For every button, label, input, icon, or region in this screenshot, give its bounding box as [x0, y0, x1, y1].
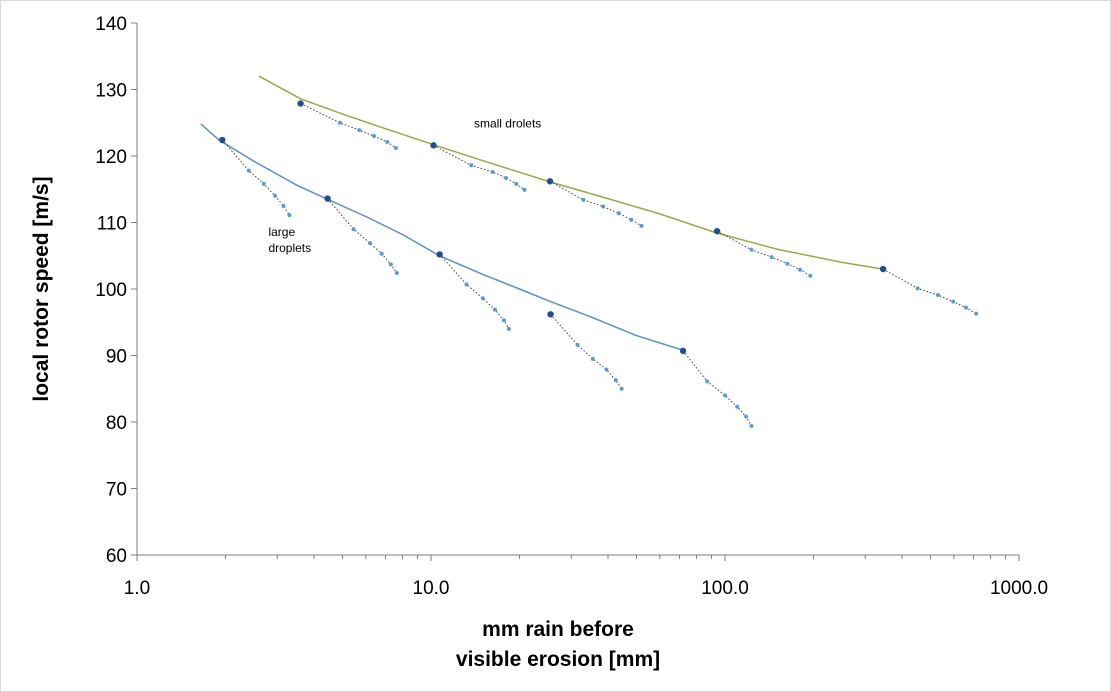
large-droplets-data-point [744, 414, 749, 419]
data-series [219, 100, 979, 428]
small-droplets-data-point [469, 163, 474, 168]
large-droplets-data-point [388, 262, 393, 267]
small-droplets-annotation: small drolets [474, 116, 541, 130]
y-tick-label: 70 [106, 480, 127, 501]
annotation-line: droplets [268, 241, 311, 255]
small-droplets-anchor-point [546, 178, 554, 185]
small-droplets-data-point [504, 175, 509, 180]
large-droplets-data-point [367, 241, 372, 246]
large-droplets-anchor-point [436, 251, 443, 258]
small-droplets-data-point [372, 134, 377, 139]
large-droplets-data-point [246, 168, 251, 173]
large-droplets-data-point [735, 404, 740, 409]
large-droplets-series-7-dotted-line [327, 198, 398, 274]
small-droplets-data-point [749, 247, 754, 252]
small-droplets-data-point [490, 169, 495, 174]
annotation-line: small drolets [474, 116, 541, 130]
x-tick-label: 100.0 [701, 578, 749, 599]
large-droplets-data-point [379, 251, 384, 256]
small-droplets-data-point [974, 311, 979, 316]
small-droplets-series-2-dotted-line [433, 144, 525, 191]
large-droplets-anchor-point [324, 195, 331, 202]
large-droplets-data-point [281, 203, 286, 208]
large-droplets-data-point [749, 423, 754, 428]
small-droplets-data-point [785, 261, 790, 266]
small-droplets-series-1-dotted-line [300, 103, 397, 149]
y-axis-title: local rotor speed [m/s] [30, 176, 53, 401]
small-droplets-data-point [808, 273, 813, 278]
large-droplets-data-point [464, 282, 469, 287]
small-droplets-data-point [639, 223, 644, 228]
large-droplets-anchor-point [547, 311, 554, 318]
large-droplets-data-point [351, 227, 356, 232]
large-droplets-anchor-point [219, 136, 226, 144]
y-tick-label: 60 [106, 546, 127, 567]
large-droplets-data-point [394, 271, 399, 276]
x-tick-label: 1.0 [124, 578, 150, 599]
chart-labels: small drolets large droplets local rotor sp… [30, 116, 660, 671]
large-droplets-anchor-point [679, 347, 687, 355]
small-droplets-data-point [915, 286, 920, 291]
large-droplets-data-point [287, 213, 292, 218]
large-droplets-series-6-dotted-line [221, 139, 290, 216]
large-droplets-data-point [575, 342, 580, 347]
large-droplets-data-point [480, 296, 485, 301]
small-droplets-data-point [951, 299, 956, 304]
large-droplets-data-point [501, 318, 506, 323]
large-droplets-data-point [723, 393, 727, 398]
small-droplets-data-point [963, 305, 968, 310]
axes: 60 70 80 90 100 110 120 130 140 1.0 10.0 100.0 1000.… [95, 14, 1048, 599]
large-droplets-data-point [619, 386, 624, 391]
y-tick-label: 140 [95, 14, 127, 35]
small-droplets-data-point [357, 128, 362, 133]
trend-curves [200, 75, 884, 352]
small-droplets-data-point [522, 187, 527, 192]
y-tick-label: 100 [95, 280, 127, 301]
y-tick-label: 80 [106, 413, 127, 434]
y-tick-label: 110 [97, 214, 127, 235]
small-droplets-data-point [601, 204, 606, 209]
small-droplets-anchor-point [713, 227, 721, 235]
small-droplets-series-3-dotted-line [549, 180, 642, 227]
small-droplets-data-point [935, 292, 940, 297]
y-tick-label: 120 [95, 147, 127, 168]
large-droplets-data-point [590, 356, 595, 361]
small-droplets-series-5-dotted-line [882, 268, 977, 315]
x-axis-title-line: mm rain before [482, 618, 634, 641]
small-droplets-series-4-dotted-line [716, 230, 811, 277]
x-tick-label: 1000.0 [990, 578, 1048, 599]
small-droplets-data-point [629, 217, 634, 222]
small-droplets-trend-curve [258, 75, 884, 270]
large-droplets-annotation: large droplets [268, 225, 311, 255]
large-droplets-trend-curve [200, 123, 686, 352]
small-droplets-data-point [798, 267, 803, 272]
small-droplets-data-point [385, 140, 390, 145]
small-droplets-data-point [514, 181, 519, 186]
x-axis-title: mm rain before visible erosion [mm] [456, 618, 660, 671]
large-droplets-data-point [604, 367, 609, 372]
small-droplets-data-point [769, 255, 774, 260]
large-droplets-data-point [261, 181, 266, 186]
small-droplets-data-point [616, 211, 621, 216]
small-droplets-data-point [337, 120, 342, 125]
annotation-line: large [268, 225, 295, 239]
small-droplets-anchor-point [430, 142, 437, 149]
large-droplets-data-point [506, 326, 511, 331]
x-tick-label: 10.0 [413, 578, 450, 599]
large-droplets-data-point [613, 378, 618, 383]
large-droplets-data-point [492, 307, 497, 312]
small-droplets-data-point [581, 197, 586, 202]
x-axis-title-line: visible erosion [mm] [456, 648, 660, 671]
y-tick-label: 130 [95, 81, 127, 102]
small-droplets-data-point [393, 146, 398, 151]
y-tick-label: 90 [106, 347, 127, 368]
large-droplets-series-8-dotted-line [439, 254, 510, 330]
large-droplets-series-10-dotted-line [682, 350, 752, 427]
small-droplets-anchor-point [879, 265, 887, 273]
small-droplets-anchor-point [297, 100, 304, 107]
large-droplets-data-point [705, 379, 710, 384]
large-droplets-data-point [273, 193, 278, 198]
